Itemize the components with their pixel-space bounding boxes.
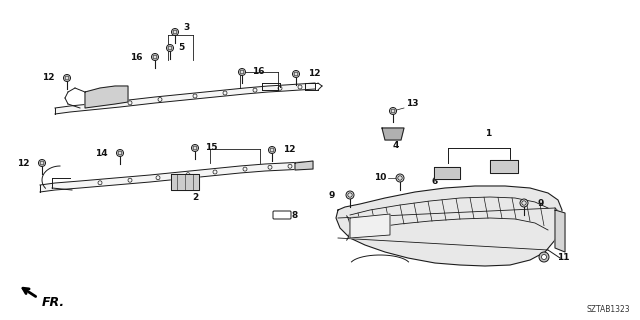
Text: 11: 11 bbox=[557, 252, 570, 261]
Text: 1: 1 bbox=[485, 129, 491, 138]
Polygon shape bbox=[555, 210, 565, 252]
Text: 12: 12 bbox=[283, 146, 296, 155]
Polygon shape bbox=[434, 167, 460, 179]
Text: 5: 5 bbox=[178, 44, 184, 52]
Circle shape bbox=[520, 199, 528, 207]
Text: 9: 9 bbox=[537, 198, 543, 207]
Text: 2: 2 bbox=[192, 194, 198, 203]
Polygon shape bbox=[336, 186, 562, 266]
Circle shape bbox=[166, 44, 173, 52]
Circle shape bbox=[116, 149, 124, 156]
Text: 8: 8 bbox=[292, 211, 298, 220]
Circle shape bbox=[541, 254, 547, 260]
Text: FR.: FR. bbox=[42, 296, 65, 309]
Text: 15: 15 bbox=[205, 143, 218, 153]
Polygon shape bbox=[85, 86, 128, 108]
Circle shape bbox=[191, 145, 198, 151]
Text: 10: 10 bbox=[374, 173, 386, 182]
Text: SZTAB1323: SZTAB1323 bbox=[586, 305, 630, 314]
Circle shape bbox=[172, 28, 179, 36]
Circle shape bbox=[63, 75, 70, 82]
Text: 4: 4 bbox=[393, 140, 399, 149]
Polygon shape bbox=[350, 214, 390, 238]
Text: 6: 6 bbox=[432, 177, 438, 186]
Circle shape bbox=[539, 252, 549, 262]
Circle shape bbox=[239, 68, 246, 76]
Circle shape bbox=[396, 174, 404, 182]
Text: 12: 12 bbox=[308, 69, 321, 78]
Text: 3: 3 bbox=[183, 23, 189, 33]
Circle shape bbox=[390, 108, 397, 115]
Circle shape bbox=[346, 191, 354, 199]
Circle shape bbox=[38, 159, 45, 166]
FancyBboxPatch shape bbox=[273, 211, 291, 219]
Circle shape bbox=[152, 53, 159, 60]
Polygon shape bbox=[295, 161, 313, 170]
Polygon shape bbox=[171, 174, 199, 190]
Text: 9: 9 bbox=[328, 190, 335, 199]
Text: 12: 12 bbox=[42, 74, 55, 83]
Text: 7: 7 bbox=[499, 162, 506, 171]
Text: 13: 13 bbox=[406, 100, 419, 108]
Polygon shape bbox=[40, 162, 305, 192]
Text: 16: 16 bbox=[252, 68, 264, 76]
Text: 14: 14 bbox=[95, 148, 108, 157]
Text: 16: 16 bbox=[131, 52, 143, 61]
Circle shape bbox=[292, 70, 300, 77]
Polygon shape bbox=[55, 83, 315, 114]
Polygon shape bbox=[382, 128, 404, 140]
Polygon shape bbox=[490, 160, 518, 173]
Text: 12: 12 bbox=[17, 158, 30, 167]
Circle shape bbox=[269, 147, 275, 154]
